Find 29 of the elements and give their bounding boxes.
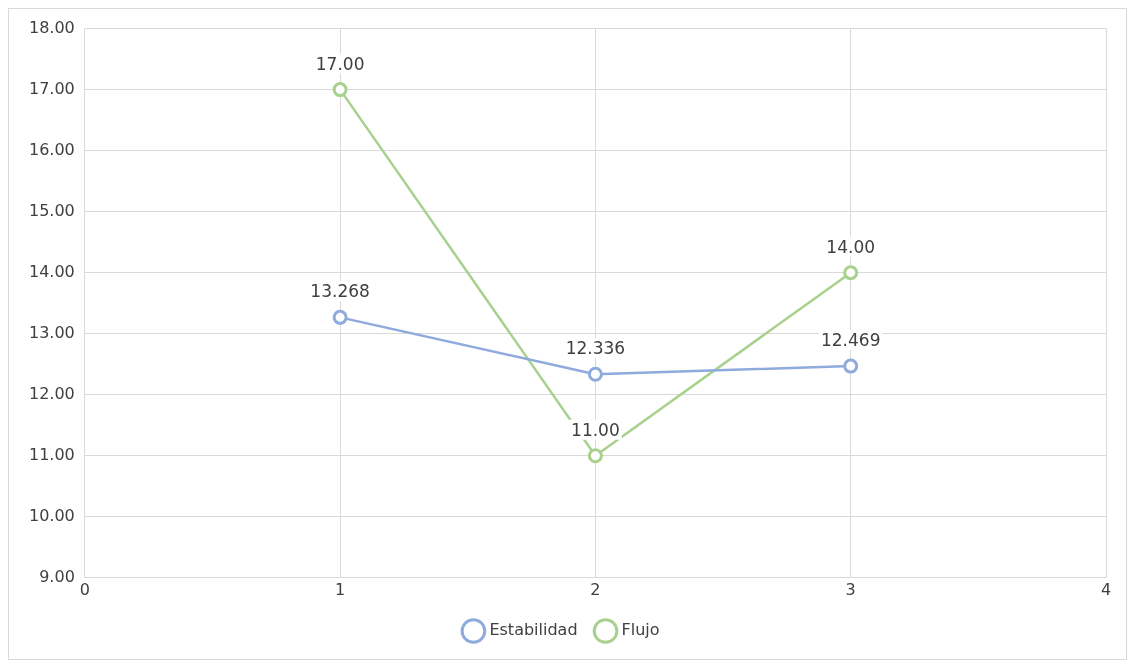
x-tick-label: 3	[845, 579, 856, 599]
point	[843, 265, 859, 281]
point	[332, 309, 348, 325]
y-tick-label: 17.00	[28, 78, 75, 98]
y-tick-label: 11.00	[28, 444, 75, 464]
y-tick-label: 15.00	[28, 200, 75, 220]
point	[843, 358, 859, 374]
data-label: 17.00	[315, 53, 365, 74]
y-tick-label: 10.00	[28, 505, 75, 525]
legend-label: Flujo	[621, 620, 660, 640]
y-tick-label: 13.00	[28, 322, 75, 342]
legend-label: Estabilidad	[489, 620, 578, 640]
y-tick-label: 9.00	[39, 566, 75, 586]
data-label: 14.00	[826, 236, 876, 257]
y-tick-label: 14.00	[28, 261, 75, 281]
data-label: 11.00	[571, 419, 620, 440]
x-tick-label: 0	[79, 579, 90, 599]
y-tick-label: 12.00	[28, 383, 75, 403]
data-label: 12.469	[820, 330, 881, 351]
point	[332, 82, 348, 98]
point	[587, 448, 603, 464]
point	[587, 366, 603, 382]
data-label: 12.336	[565, 338, 626, 359]
x-tick-label: 1	[335, 579, 346, 599]
y-tick-label: 16.00	[28, 139, 75, 159]
y-tick-label: 18.00	[28, 17, 75, 37]
x-tick-label: 4	[1100, 579, 1112, 599]
x-tick-label: 2	[590, 579, 601, 599]
data-label: 13.268	[310, 281, 370, 302]
